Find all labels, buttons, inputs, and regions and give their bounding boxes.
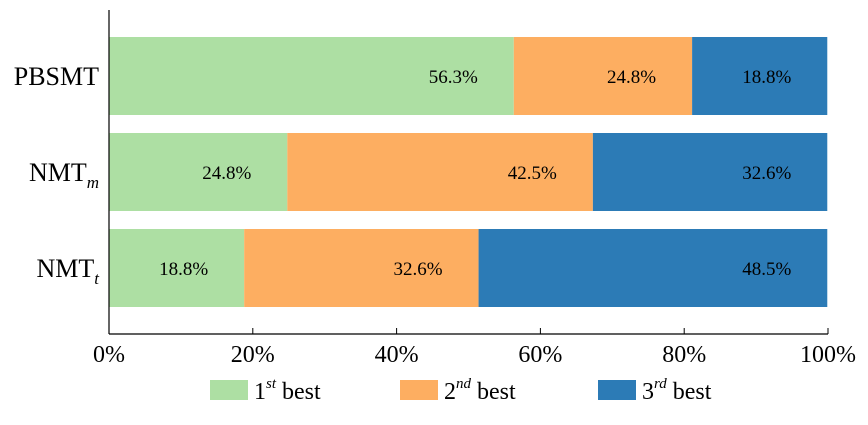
x-tick-label-3: 40% (375, 342, 419, 368)
legend-swatch-1 (210, 380, 248, 400)
legend-label-1: 1st best (254, 376, 321, 405)
bar-segment-2-1 (109, 133, 288, 211)
x-tick-label-2: 20% (231, 342, 275, 368)
legend-label-2: 2nd best (444, 376, 516, 405)
x-tick-label-6: 100% (800, 342, 856, 368)
data-label-3-1: 18.8% (159, 259, 208, 280)
bar-segment-3-1 (109, 229, 245, 307)
data-label-2-1: 24.8% (202, 163, 251, 184)
legend-swatch-3 (598, 380, 636, 400)
bar-segment-2-3 (592, 133, 828, 211)
category-label-3: NMTt (36, 254, 100, 288)
x-tick-label-1: 0% (93, 342, 125, 368)
bar-segment-1-2 (513, 37, 693, 115)
data-label-1-2: 24.8% (607, 67, 656, 88)
bar-segment-3-3 (478, 229, 828, 307)
data-label-1-3: 18.8% (742, 67, 791, 88)
bar-segment-2-2 (287, 133, 593, 211)
legend-label-3: 3rd best (642, 376, 712, 405)
legend-swatch-2 (400, 380, 438, 400)
x-tick-label-5: 80% (662, 342, 706, 368)
data-label-3-3: 48.5% (742, 259, 791, 280)
x-tick-label-4: 60% (518, 342, 562, 368)
data-label-3-2: 32.6% (393, 259, 442, 280)
bar-segment-3-2 (244, 229, 479, 307)
data-label-1-1: 56.3% (429, 67, 478, 88)
category-label-2: NMTm (29, 158, 99, 192)
category-label-1: PBSMT (14, 62, 99, 91)
bar-segment-1-3 (692, 37, 828, 115)
data-label-2-3: 32.6% (742, 163, 791, 184)
bars-group (109, 37, 828, 307)
bar-segment-1-1 (109, 37, 514, 115)
data-label-2-2: 42.5% (508, 163, 557, 184)
